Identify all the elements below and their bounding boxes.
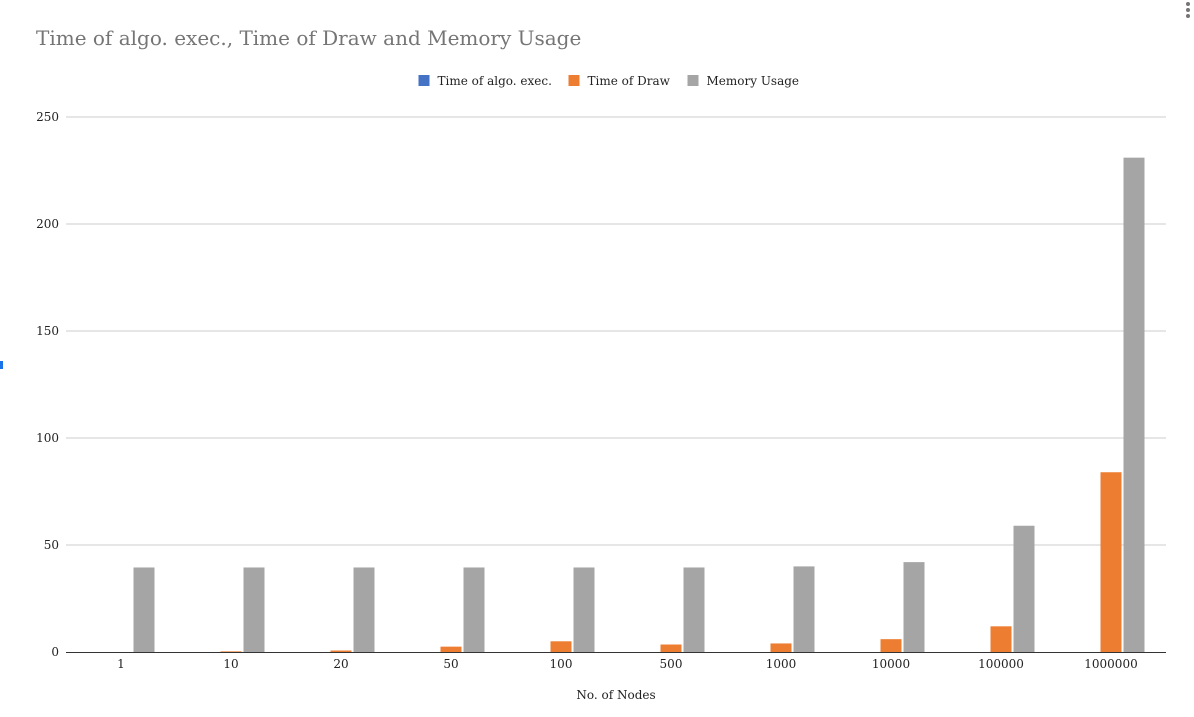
x-tick-label: 50 [443,657,458,671]
legend-swatch [418,75,430,86]
bar-memory-usage-10000[interactable] [903,562,925,652]
legend-label: Time of algo. exec. [438,74,552,88]
legend: Time of algo. exec. Time of Draw Memory Us… [418,74,800,88]
bar-memory-usage-100000[interactable] [1013,525,1035,652]
bar-time-of-draw-1000000[interactable] [1100,472,1122,652]
bar-time-of-draw-50[interactable] [440,646,462,652]
bar-time-of-draw-1000[interactable] [770,643,792,652]
legend-label: Memory Usage [707,74,800,88]
bar-time-of-draw-20[interactable] [330,650,352,652]
more-options-dot [1186,14,1190,18]
bar-memory-usage-50[interactable] [463,567,485,652]
x-tick-label: 500 [660,657,683,671]
bar-memory-usage-1[interactable] [133,567,155,652]
more-options-dot [1186,2,1190,6]
bar-memory-usage-500[interactable] [683,567,705,652]
x-tick-label: 1000 [766,657,797,671]
chart-title: Time of algo. exec., Time of Draw and Me… [36,26,582,50]
legend-item[interactable]: Time of algo. exec. [418,74,552,88]
selection-marker [0,361,3,369]
legend-swatch [568,75,580,86]
x-tick-label: 100 [550,657,573,671]
bar-memory-usage-1000000[interactable] [1123,157,1145,652]
legend-item[interactable]: Memory Usage [687,74,800,88]
bars [133,157,1145,652]
more-options-dot [1186,8,1190,12]
bar-time-of-draw-10[interactable] [220,651,242,652]
y-axis-tick-labels: 0 50 100 150 200 250 [36,110,59,659]
y-tick-label: 0 [51,645,59,659]
bar-memory-usage-1000[interactable] [793,566,815,652]
y-tick-label: 50 [44,538,59,552]
bar-time-of-draw-100000[interactable] [990,626,1012,652]
x-tick-label: 10000 [872,657,910,671]
legend-label: Time of Draw [588,74,671,88]
bar-memory-usage-20[interactable] [353,567,375,652]
y-tick-label: 250 [36,110,59,124]
legend-item[interactable]: Time of Draw [568,74,671,88]
x-tick-label: 10 [223,657,238,671]
x-tick-label: 20 [333,657,348,671]
x-tick-label: 1000000 [1084,657,1137,671]
legend-swatch [687,75,699,86]
gridlines [66,116,1166,546]
bar-time-of-draw-10000[interactable] [880,639,902,652]
y-tick-label: 150 [36,324,59,338]
bar-time-of-draw-100[interactable] [550,641,572,652]
x-axis-label: No. of Nodes [576,688,655,702]
y-tick-label: 100 [36,431,59,445]
bar-memory-usage-10[interactable] [243,567,265,652]
x-tick-label: 100000 [978,657,1024,671]
x-axis-tick-labels: 1 10 20 50 100 500 1000 10000 100000 1000000 [117,657,1138,671]
more-options-icon[interactable] [1186,2,1192,18]
x-tick-label: 1 [117,657,125,671]
bar-memory-usage-100[interactable] [573,567,595,652]
bar-time-of-draw-500[interactable] [660,644,682,652]
y-tick-label: 200 [36,217,59,231]
